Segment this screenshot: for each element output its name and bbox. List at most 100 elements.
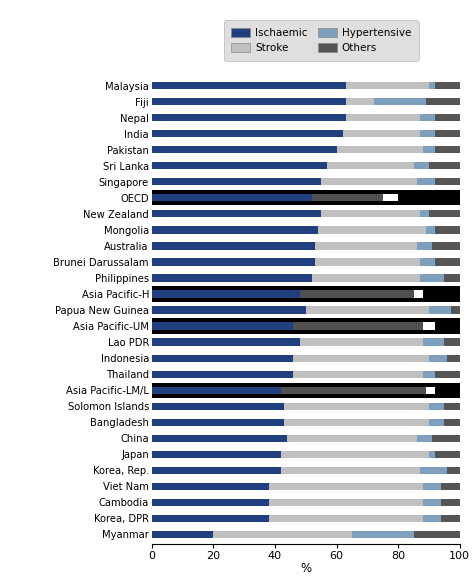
Bar [152,531,213,538]
Bar [315,259,419,266]
Bar [152,483,269,490]
Bar [152,210,321,218]
Bar [423,370,435,378]
Bar [152,307,306,314]
Bar [152,370,293,378]
Bar [312,194,383,201]
Bar [435,178,460,185]
Bar [374,98,426,105]
Bar [429,402,444,410]
Bar [346,98,374,105]
Bar [152,322,293,330]
Bar [441,499,460,506]
Bar [152,290,300,298]
Bar [435,226,460,233]
Bar [432,435,460,442]
Bar [293,322,423,330]
Bar [423,146,435,153]
Bar [423,483,441,490]
Bar [281,387,426,394]
Bar [346,114,419,121]
Bar [152,178,321,185]
Bar [312,274,419,281]
Bar [444,402,460,410]
Bar [152,194,312,201]
Bar [435,370,460,378]
Bar [213,531,352,538]
Bar [152,450,281,458]
Bar [444,274,460,281]
Bar [423,499,441,506]
Bar [352,531,413,538]
Bar [435,259,460,266]
Bar [413,162,429,170]
Bar [435,114,460,121]
Bar [435,146,460,153]
X-axis label: %: % [300,562,311,576]
Bar [152,402,284,410]
Bar [419,210,429,218]
Bar [321,178,417,185]
Bar [432,242,460,250]
Bar [417,178,435,185]
Bar [321,210,419,218]
Bar [152,383,460,398]
Bar [152,162,327,170]
Bar [152,339,300,346]
Bar [152,114,346,121]
Bar [429,450,435,458]
Bar [413,531,460,538]
Bar [419,467,447,474]
Bar [152,274,312,281]
Bar [300,339,423,346]
Bar [337,146,423,153]
Bar [435,450,460,458]
Bar [413,290,423,298]
Bar [419,259,435,266]
Bar [269,499,423,506]
Bar [429,307,450,314]
Bar [429,355,447,362]
Bar [152,435,287,442]
Bar [346,82,429,90]
Bar [435,130,460,137]
Bar [300,290,413,298]
Bar [444,339,460,346]
Bar [152,419,284,426]
Bar [417,435,432,442]
Bar [152,146,337,153]
Bar [269,483,423,490]
Bar [447,467,460,474]
Bar [419,130,435,137]
Bar [284,419,429,426]
Bar [441,515,460,522]
Bar [152,515,269,522]
Bar [447,355,460,362]
Bar [152,467,281,474]
Bar [293,355,429,362]
Bar [444,419,460,426]
Bar [152,82,346,90]
Bar [281,450,429,458]
Bar [284,402,429,410]
Bar [293,370,423,378]
Bar [429,210,460,218]
Bar [435,82,460,90]
Bar [419,274,444,281]
Bar [152,387,281,394]
Bar [281,467,419,474]
Bar [429,82,435,90]
Bar [269,515,423,522]
Bar [426,226,435,233]
Legend: Ischaemic, Stroke, Hypertensive, Others: Ischaemic, Stroke, Hypertensive, Others [224,20,419,61]
Bar [315,242,417,250]
Bar [383,194,398,201]
Bar [287,435,417,442]
Bar [152,226,318,233]
Bar [417,242,432,250]
Bar [152,318,460,333]
Bar [318,226,426,233]
Bar [429,419,444,426]
Bar [426,387,435,394]
Bar [327,162,413,170]
